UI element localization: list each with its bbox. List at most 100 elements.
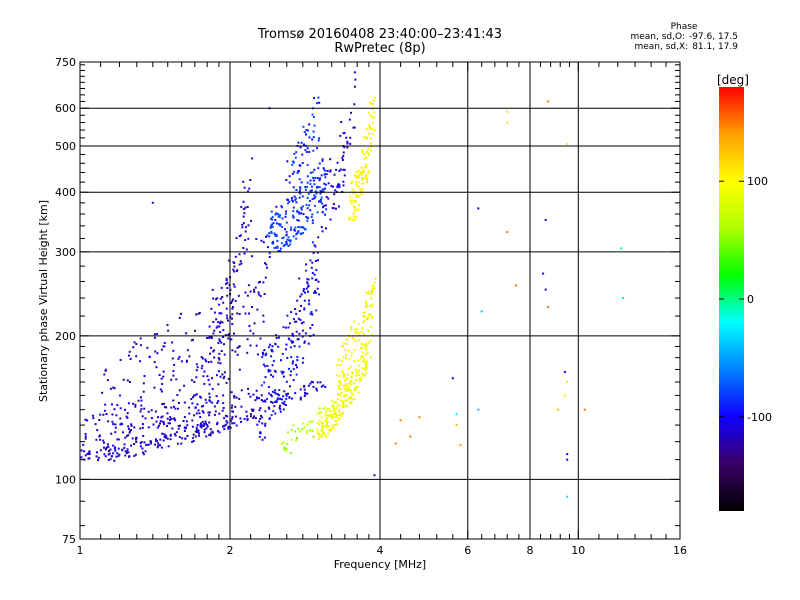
data-point bbox=[316, 422, 319, 425]
data-point bbox=[357, 391, 360, 394]
data-point bbox=[99, 449, 102, 452]
data-point bbox=[281, 217, 284, 220]
data-point bbox=[282, 244, 285, 247]
data-point bbox=[204, 420, 207, 423]
data-point bbox=[193, 414, 196, 417]
data-point bbox=[99, 438, 102, 441]
data-point bbox=[163, 433, 166, 436]
data-point bbox=[313, 204, 316, 207]
data-point bbox=[353, 190, 355, 193]
data-point bbox=[174, 419, 177, 422]
data-point bbox=[114, 446, 116, 449]
data-point bbox=[343, 146, 346, 149]
data-point bbox=[620, 247, 623, 250]
data-point bbox=[228, 259, 231, 262]
data-point bbox=[174, 407, 177, 410]
data-point bbox=[303, 299, 306, 302]
data-point bbox=[156, 446, 159, 449]
data-point bbox=[357, 374, 360, 377]
data-point bbox=[171, 357, 174, 360]
data-point bbox=[218, 352, 221, 355]
data-point bbox=[128, 350, 131, 353]
data-point bbox=[332, 406, 335, 409]
data-point bbox=[264, 424, 267, 427]
data-point bbox=[301, 225, 304, 228]
data-point bbox=[355, 180, 358, 183]
data-point bbox=[106, 443, 109, 446]
data-point bbox=[285, 210, 288, 213]
data-point bbox=[132, 402, 135, 405]
data-point bbox=[325, 417, 328, 419]
data-point bbox=[280, 442, 283, 445]
data-point bbox=[223, 428, 226, 431]
data-point bbox=[160, 446, 163, 449]
data-point bbox=[134, 403, 137, 406]
data-point bbox=[371, 285, 374, 288]
data-point bbox=[124, 454, 127, 457]
data-point bbox=[183, 430, 186, 432]
data-point bbox=[259, 407, 262, 410]
data-point bbox=[318, 162, 321, 165]
data-point bbox=[306, 281, 309, 284]
colorbar-tick-label: -100 bbox=[747, 411, 772, 424]
data-point bbox=[317, 236, 320, 239]
data-point bbox=[119, 417, 122, 420]
data-point bbox=[231, 313, 234, 316]
data-point bbox=[318, 423, 321, 426]
data-point bbox=[113, 387, 116, 390]
data-point bbox=[270, 394, 272, 396]
data-point bbox=[258, 397, 260, 400]
data-point bbox=[244, 291, 247, 294]
data-point bbox=[361, 355, 364, 358]
data-point bbox=[361, 182, 364, 185]
data-point bbox=[362, 321, 365, 324]
data-point bbox=[315, 389, 318, 392]
data-point bbox=[305, 432, 308, 435]
data-point bbox=[300, 206, 303, 209]
data-point bbox=[282, 326, 285, 329]
data-point bbox=[300, 208, 303, 211]
data-point bbox=[318, 420, 321, 423]
data-point bbox=[163, 342, 166, 344]
data-point bbox=[97, 459, 99, 462]
data-point bbox=[341, 156, 344, 159]
data-point bbox=[304, 392, 307, 395]
data-point bbox=[349, 142, 352, 145]
data-point bbox=[196, 403, 199, 406]
data-point bbox=[322, 423, 325, 426]
data-point bbox=[311, 198, 314, 200]
data-point bbox=[236, 353, 239, 356]
data-point bbox=[369, 125, 372, 128]
data-point bbox=[285, 326, 287, 329]
data-point bbox=[261, 416, 264, 419]
data-point bbox=[270, 373, 273, 376]
data-point bbox=[309, 382, 312, 385]
data-point bbox=[191, 419, 194, 422]
data-point bbox=[141, 415, 144, 418]
data-point bbox=[287, 236, 290, 239]
data-point bbox=[236, 269, 239, 272]
data-point bbox=[116, 438, 119, 441]
data-point bbox=[122, 431, 124, 434]
data-point bbox=[322, 206, 324, 209]
data-point bbox=[369, 101, 372, 104]
data-point bbox=[229, 420, 232, 422]
data-point bbox=[297, 170, 299, 173]
data-point bbox=[316, 287, 319, 290]
data-point bbox=[357, 386, 360, 389]
data-point bbox=[340, 399, 343, 402]
data-point bbox=[367, 341, 370, 344]
data-point bbox=[282, 236, 285, 239]
data-point bbox=[362, 360, 365, 363]
data-point bbox=[302, 321, 305, 324]
data-point bbox=[183, 401, 186, 404]
data-point bbox=[130, 424, 133, 427]
data-point bbox=[154, 350, 157, 353]
data-point bbox=[363, 359, 366, 362]
data-point bbox=[295, 151, 298, 154]
data-point bbox=[357, 185, 360, 188]
data-point bbox=[213, 413, 216, 416]
data-point bbox=[325, 196, 328, 198]
data-point bbox=[366, 367, 369, 370]
data-point bbox=[319, 381, 322, 384]
